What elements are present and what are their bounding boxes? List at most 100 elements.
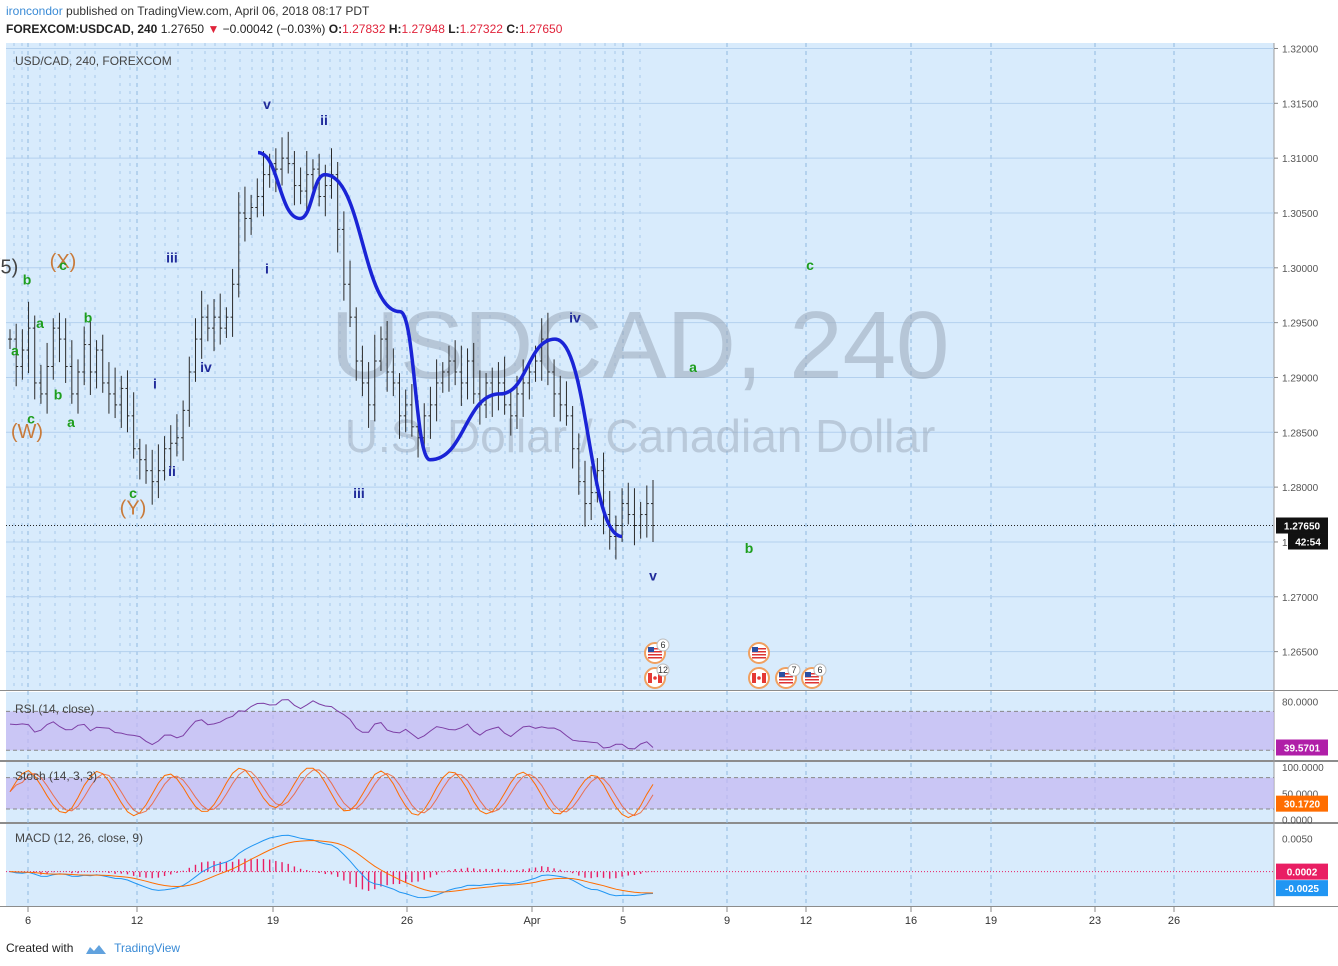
- elliott-wave-line: [257, 150, 623, 539]
- price-tick-label: 1.28000: [1282, 483, 1319, 494]
- wave-label: i: [265, 260, 269, 276]
- price-tick-label: 1.29500: [1282, 319, 1319, 330]
- wave-label: ii: [168, 463, 176, 479]
- economic-event-icon[interactable]: [748, 642, 770, 664]
- main-pane: [6, 43, 1274, 690]
- stoch-tick: 0.0000: [1282, 815, 1313, 826]
- price-tick-label: 1.31000: [1282, 154, 1319, 165]
- pane-separator: [0, 760, 1338, 762]
- wave-label: (Y): [120, 498, 147, 520]
- symbol-label: FOREXCOM:USDCAD, 240: [6, 22, 158, 36]
- last-price-value: 1.27650: [1284, 522, 1321, 533]
- open-label: O:: [328, 22, 343, 36]
- wave-label: a: [689, 359, 697, 375]
- close-value: 1.27650: [518, 22, 563, 36]
- price-tick-label: 1.28500: [1282, 428, 1319, 439]
- price-tick-label: 1.30000: [1282, 264, 1319, 275]
- wave-label: c: [27, 411, 35, 427]
- event-badge: 12: [658, 665, 668, 675]
- chart-title: USD/CAD, 240, FOREXCOM: [15, 54, 172, 68]
- pane-separator: [0, 822, 1338, 824]
- price-tick-label: 1.27000: [1282, 593, 1319, 604]
- time-tick-label: 6: [25, 915, 31, 927]
- stoch-k-line: [9, 767, 654, 819]
- stoch-d-line: [9, 769, 654, 817]
- wave-label: iv: [200, 359, 212, 375]
- author-link[interactable]: ironcondor: [6, 4, 63, 18]
- candles: [8, 131, 655, 560]
- rsi-line: [9, 699, 654, 750]
- footer: Created with TradingView: [6, 941, 180, 955]
- symbol-info: FOREXCOM:USDCAD, 240 1.27650 ▼ −0.00042 …: [6, 22, 562, 36]
- low-label: L:: [448, 22, 460, 36]
- wave-label: c: [806, 257, 814, 273]
- rsi-value-box: [1276, 739, 1328, 756]
- high-label: H:: [388, 22, 402, 36]
- economic-event-icon[interactable]: 12: [644, 663, 670, 689]
- wave-label: b: [745, 540, 754, 556]
- macd-value: -0.0025: [1285, 884, 1319, 895]
- price-tick-label: 1.31500: [1282, 99, 1319, 110]
- event-badge: 6: [660, 640, 665, 650]
- wave-label: b: [84, 310, 93, 326]
- created-with-text: Created with: [6, 941, 74, 955]
- wave-label: v: [649, 567, 657, 583]
- event-badge: 6: [817, 665, 822, 675]
- wave-label: iii: [353, 485, 365, 501]
- price-change: −0.00042 (−0.03%): [222, 22, 326, 36]
- event-badge: 7: [791, 665, 796, 675]
- economic-event-icon[interactable]: 6: [801, 663, 827, 689]
- wave-label: c: [59, 257, 67, 273]
- stoch-label: Stoch (14, 3, 3): [15, 769, 97, 783]
- stoch-tick: 50.0000: [1282, 789, 1319, 800]
- pane-separator: [0, 690, 1338, 691]
- watermark-symbol: USDCAD, 240: [331, 292, 950, 399]
- wave-label: i: [153, 375, 157, 391]
- wave-label: (W): [11, 421, 43, 443]
- time-tick-label: 16: [905, 915, 917, 927]
- watermark-name: U.S. Dollar / Canadian Dollar: [345, 410, 936, 462]
- time-tick-label: Apr: [523, 915, 540, 927]
- macd-value-box: [1276, 880, 1328, 897]
- macd-tick: 0.0050: [1282, 835, 1313, 846]
- rsi-tick: 80.0000: [1282, 698, 1319, 709]
- stoch-value: 30.1720: [1284, 800, 1321, 811]
- time-tick-label: 5: [620, 915, 626, 927]
- time-tick-label: 26: [401, 915, 413, 927]
- wave-label: a: [11, 343, 19, 359]
- signal-line: [9, 839, 654, 894]
- tradingview-brand[interactable]: TradingView: [114, 941, 181, 955]
- last-price: 1.27650: [160, 22, 205, 36]
- price-tick-label: 1.32000: [1282, 44, 1319, 55]
- high-value: 1.27948: [401, 22, 445, 36]
- wave-label: c: [129, 485, 137, 501]
- wave-label: v: [263, 96, 271, 112]
- economic-event-icon[interactable]: [748, 667, 770, 689]
- countdown-box: [1288, 533, 1328, 550]
- macd-pane: [6, 824, 1274, 906]
- time-tick-label: 9: [724, 915, 730, 927]
- macd-line: [9, 834, 654, 899]
- rsi-label: RSI (14, close): [15, 702, 94, 716]
- wave-label: a: [36, 315, 44, 331]
- time-tick-label: 12: [800, 915, 812, 927]
- time-tick-label: 19: [267, 915, 279, 927]
- open-value: 1.27832: [342, 22, 386, 36]
- time-tick-label: 12: [131, 915, 143, 927]
- publish-info: ironcondor published on TradingView.com,…: [6, 4, 369, 18]
- countdown-value: 42:54: [1295, 538, 1321, 549]
- price-tick-label: 1.29000: [1282, 373, 1319, 384]
- stoch-band: [6, 777, 1274, 809]
- economic-event-icon[interactable]: 7: [775, 663, 801, 689]
- wave-label: b: [54, 386, 63, 402]
- tradingview-logo-icon: [85, 944, 106, 954]
- economic-event-icon[interactable]: 6: [644, 638, 670, 664]
- price-tick-label: 1.30500: [1282, 209, 1319, 220]
- pane-separator: [0, 906, 1338, 907]
- macd-hist-box: [1276, 863, 1328, 880]
- macd-label: MACD (12, 26, close, 9): [15, 831, 143, 845]
- wave-label: (5): [0, 256, 18, 278]
- low-value: 1.27322: [459, 22, 503, 36]
- time-tick-label: 19: [985, 915, 997, 927]
